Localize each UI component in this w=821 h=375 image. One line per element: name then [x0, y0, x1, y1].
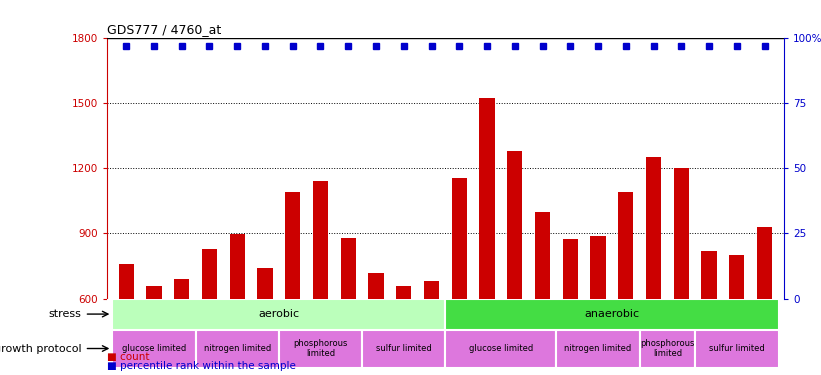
- Bar: [729, 255, 745, 298]
- Text: ■ count: ■ count: [107, 352, 149, 362]
- Bar: [557, 330, 640, 368]
- Bar: [446, 330, 557, 368]
- Bar: [562, 239, 578, 298]
- Bar: [257, 268, 273, 298]
- Bar: [701, 251, 717, 298]
- Bar: [112, 298, 445, 330]
- Bar: [424, 281, 439, 298]
- Text: nitrogen limited: nitrogen limited: [204, 344, 271, 353]
- Bar: [446, 298, 778, 330]
- Bar: [195, 330, 279, 368]
- Bar: [146, 286, 162, 298]
- Bar: [757, 227, 773, 298]
- Bar: [230, 234, 245, 298]
- Bar: [590, 236, 606, 298]
- Bar: [535, 211, 550, 298]
- Text: glucose limited: glucose limited: [122, 344, 186, 353]
- Text: aerobic: aerobic: [259, 309, 300, 319]
- Text: anaerobic: anaerobic: [585, 309, 640, 319]
- Bar: [479, 98, 495, 298]
- Bar: [640, 330, 695, 368]
- Bar: [369, 273, 383, 298]
- Text: sulfur limited: sulfur limited: [376, 344, 432, 353]
- Bar: [396, 286, 411, 298]
- Text: nitrogen limited: nitrogen limited: [565, 344, 631, 353]
- Bar: [362, 330, 446, 368]
- Text: growth protocol: growth protocol: [0, 344, 82, 354]
- Text: stress: stress: [49, 309, 82, 319]
- Bar: [341, 238, 355, 298]
- Bar: [452, 178, 467, 298]
- Bar: [285, 192, 300, 298]
- Bar: [174, 279, 190, 298]
- Bar: [674, 168, 689, 298]
- Text: phosphorous
limited: phosphorous limited: [293, 339, 347, 358]
- Bar: [695, 330, 778, 368]
- Bar: [313, 181, 328, 298]
- Text: ■ percentile rank within the sample: ■ percentile rank within the sample: [107, 361, 296, 371]
- Bar: [112, 330, 195, 368]
- Bar: [279, 330, 362, 368]
- Bar: [202, 249, 217, 298]
- Bar: [646, 157, 661, 298]
- Text: glucose limited: glucose limited: [469, 344, 533, 353]
- Bar: [618, 192, 634, 298]
- Bar: [507, 151, 522, 298]
- Text: phosphorous
limited: phosphorous limited: [640, 339, 695, 358]
- Text: GDS777 / 4760_at: GDS777 / 4760_at: [107, 23, 221, 36]
- Text: sulfur limited: sulfur limited: [709, 344, 764, 353]
- Bar: [118, 264, 134, 298]
